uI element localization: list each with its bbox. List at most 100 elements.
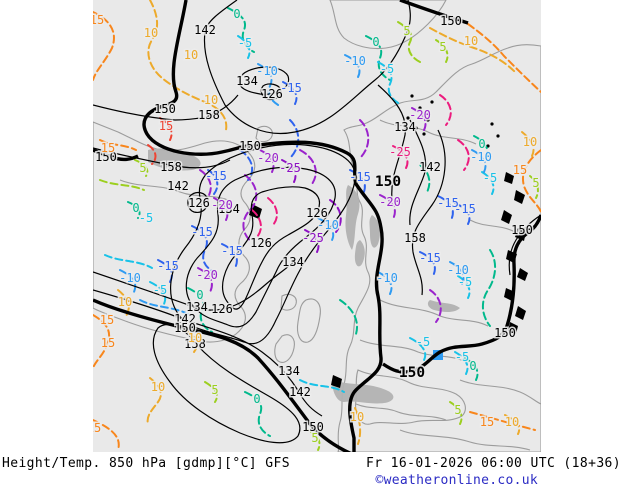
map-title: Height/Temp. 850 hPa [gdmp][°C] GFS bbox=[2, 456, 290, 471]
temp-0-contours bbox=[127, 7, 496, 437]
temp-minus5-contours bbox=[104, 35, 495, 393]
contour-label: -15 bbox=[221, 244, 243, 258]
contour-label: -20 bbox=[257, 151, 279, 165]
contour-label: 150 bbox=[494, 326, 516, 340]
contour-label: 10 bbox=[523, 135, 537, 149]
temp-minus30-contours bbox=[251, 94, 470, 239]
contour-label: -5 bbox=[139, 211, 153, 225]
contour-label: -20 bbox=[379, 195, 401, 209]
map-area: 142 142 142 142 142 134 134 134 134 134 134 126 126 1… bbox=[87, 0, 541, 452]
contour-label: -15 bbox=[419, 251, 441, 265]
country-borders bbox=[119, 119, 541, 451]
contour-label: 5 bbox=[211, 383, 218, 397]
contour-label: -15 bbox=[349, 170, 371, 184]
temp-minus10-contours bbox=[119, 54, 487, 315]
contour-label: -5 bbox=[380, 62, 394, 76]
contour-label: -15 bbox=[191, 225, 213, 239]
contour-label: -5 bbox=[483, 171, 497, 185]
contour-label: 134 bbox=[394, 120, 416, 134]
contour-label: 10 bbox=[505, 415, 519, 429]
contour-label: 142 bbox=[419, 160, 441, 174]
contour-label: -10 bbox=[376, 271, 398, 285]
contour-label: -5 bbox=[458, 275, 472, 289]
temperature-contours bbox=[93, 0, 541, 451]
contour-label: 134 bbox=[278, 364, 300, 378]
temp-minus25-contours bbox=[281, 159, 342, 253]
copyright-line: ©weatheronline.co.uk bbox=[375, 473, 538, 488]
contour-label: 0 bbox=[372, 35, 379, 49]
contour-label: -10 bbox=[256, 64, 278, 78]
terrain-patches bbox=[148, 148, 460, 404]
contour-label: 5 bbox=[454, 403, 461, 417]
temp-minus20-contours bbox=[197, 107, 442, 323]
contour-label: -15 bbox=[157, 259, 179, 273]
map-timestamp: Fr 16-01-2026 06:00 UTC (18+36) bbox=[365, 456, 621, 471]
contour-label: 15 bbox=[100, 313, 114, 327]
weather-map: 1421421421421421341341341341341341261261… bbox=[87, 0, 541, 452]
contour-label: -5 bbox=[455, 350, 469, 364]
contour-label: 150 bbox=[95, 150, 117, 164]
contour-label: -10 bbox=[447, 263, 469, 277]
contour-label: 142 bbox=[167, 179, 189, 193]
contour-label: 134 bbox=[186, 300, 208, 314]
footer-caption: Height/Temp. 850 hPa [gdmp][°C] GFS Fr 1… bbox=[0, 456, 634, 472]
contour-label: -10 bbox=[470, 150, 492, 164]
contour-label: -15 bbox=[454, 202, 476, 216]
contour-label: -5 bbox=[238, 36, 252, 50]
mountain-speckles bbox=[249, 94, 528, 388]
contour-label: -20 bbox=[211, 198, 233, 212]
temp-15-contours bbox=[93, 11, 541, 451]
contour-label: -10 bbox=[344, 54, 366, 68]
contour-label: 150 bbox=[174, 321, 196, 335]
contour-label: 10 bbox=[350, 410, 364, 424]
contour-label: 10 bbox=[188, 331, 202, 345]
contour-label: 0 bbox=[478, 137, 485, 151]
contour-label: 5 bbox=[532, 176, 539, 190]
contour-label: 0 bbox=[233, 7, 240, 21]
contour-label: 15 bbox=[480, 415, 494, 429]
contour-label: 134 bbox=[218, 202, 240, 216]
contour-label: 142 bbox=[174, 312, 196, 326]
contour-label: 15 bbox=[87, 421, 101, 435]
contour-label: 150 bbox=[154, 102, 176, 116]
contour-label: 134 bbox=[282, 255, 304, 269]
sea-background bbox=[93, 0, 541, 452]
contour-label: 126 bbox=[188, 196, 210, 210]
contour-label: 142 bbox=[194, 23, 216, 37]
contour-label: 10 bbox=[118, 295, 132, 309]
contour-label: -20 bbox=[196, 268, 218, 282]
contour-label: -25 bbox=[279, 161, 301, 175]
contour-label: -10 bbox=[119, 271, 141, 285]
contour-label: -15 bbox=[205, 169, 227, 183]
contour-label: 15 bbox=[90, 13, 104, 27]
copyright-link[interactable]: ©weatheronline.co.uk bbox=[375, 473, 538, 488]
contour-label: 15 bbox=[101, 141, 115, 155]
contour-label: -25 bbox=[302, 231, 324, 245]
contour-label: 0 bbox=[132, 201, 139, 215]
contour-label: 5 bbox=[139, 161, 146, 175]
temp-10-contours bbox=[117, 0, 535, 445]
contour-label: 15 bbox=[513, 163, 527, 177]
contour-label: 150 bbox=[511, 223, 533, 237]
contour-label: 150 bbox=[399, 365, 425, 381]
contour-label: 5 bbox=[439, 40, 446, 54]
contour-labels: 1421421421421421341341341341341341261261… bbox=[87, 6, 541, 447]
contour-label: -25 bbox=[389, 145, 411, 159]
contour-label: 126 bbox=[250, 236, 272, 250]
temp-5-contours bbox=[99, 21, 539, 451]
contour-label: 0 bbox=[469, 359, 476, 373]
contour-label: 15 bbox=[101, 336, 115, 350]
contour-label: 158 bbox=[198, 108, 220, 122]
contour-label: 0 bbox=[196, 288, 203, 302]
contour-label: 126 bbox=[211, 302, 233, 316]
contour-label: 142 bbox=[289, 385, 311, 399]
contour-label: 150 bbox=[239, 139, 261, 153]
contour-label: 134 bbox=[236, 74, 258, 88]
contour-label: 126 bbox=[306, 206, 328, 220]
contour-label: 150 bbox=[302, 420, 324, 434]
contour-label: -5 bbox=[416, 335, 430, 349]
contour-label: 10 bbox=[151, 380, 165, 394]
contour-label: 158 bbox=[404, 231, 426, 245]
contour-label: 10 bbox=[204, 93, 218, 107]
